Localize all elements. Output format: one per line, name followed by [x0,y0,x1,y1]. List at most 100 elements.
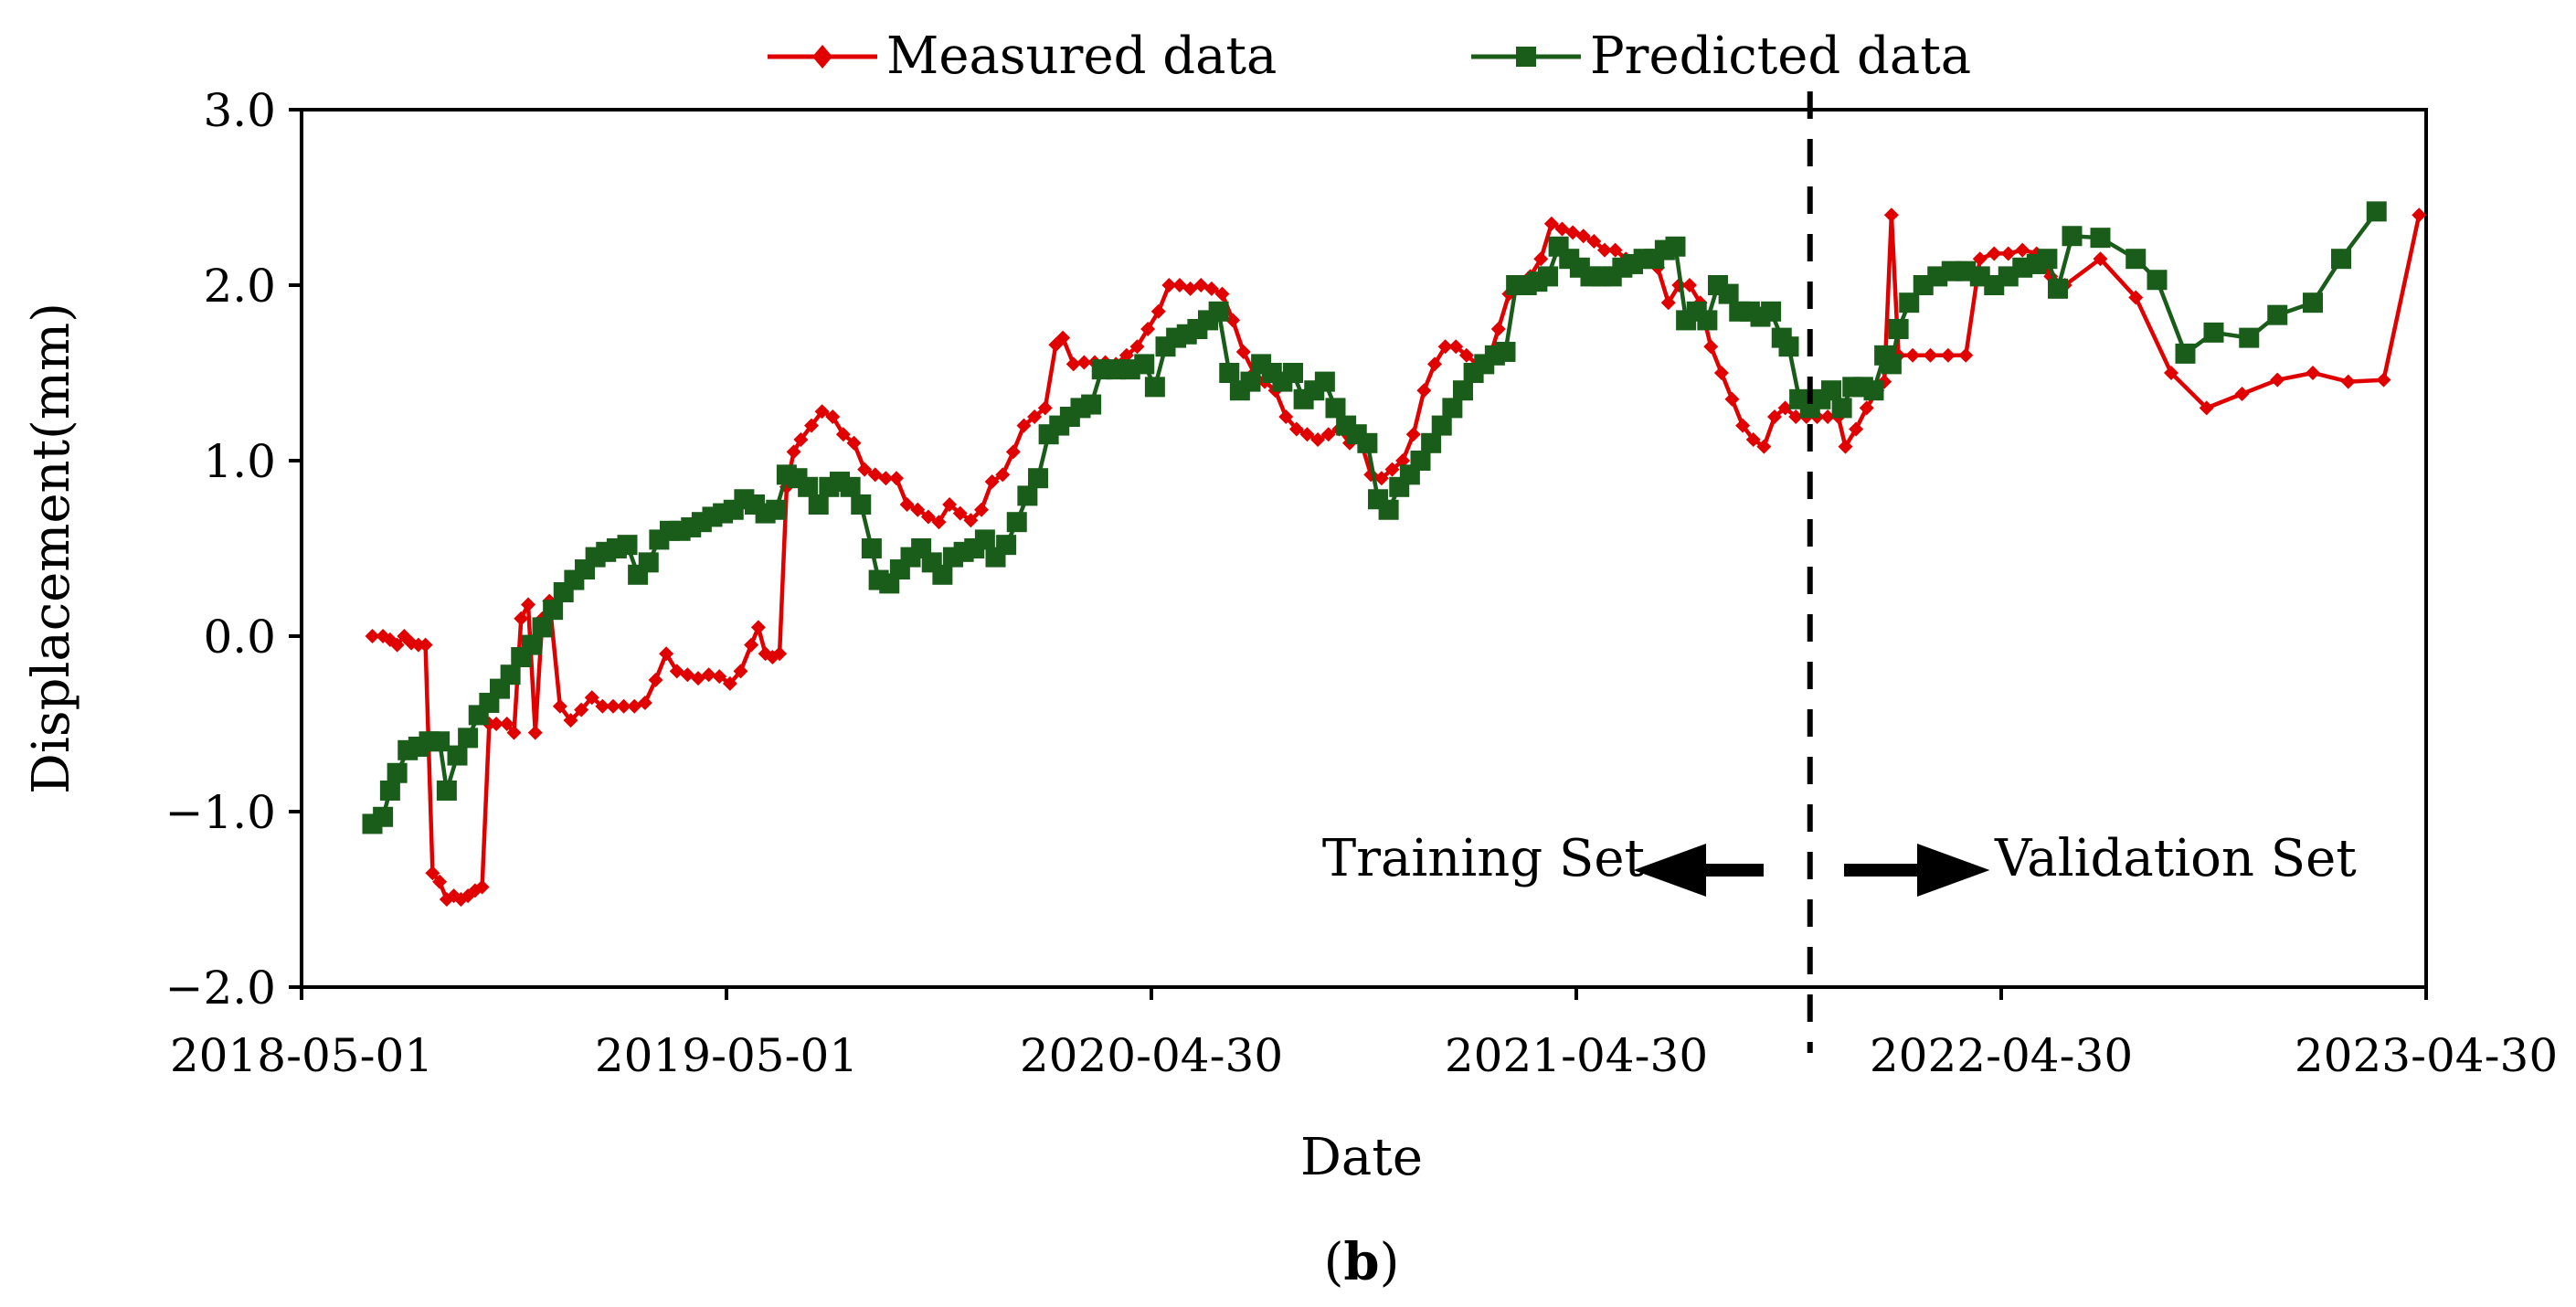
x-tick-label: 2023-04-30 [2295,1029,2558,1082]
data-point-predicted [1495,341,1516,362]
data-point-predicted [1006,512,1027,533]
legend-item-predicted: Predicted data [1471,27,1971,86]
data-point-measured [563,713,578,728]
data-point-measured [2164,366,2178,380]
y-tick-label: 1.0 [203,435,276,488]
data-point-measured [1958,347,1974,363]
data-point-predicted [2175,343,2196,364]
data-point-measured [1905,347,1921,363]
y-tick-label: 3.0 [203,84,276,137]
data-point-predicted [851,494,872,515]
data-point-predicted [1134,354,1155,375]
data-point-predicted [2062,226,2083,247]
data-point-measured [1214,286,1230,302]
data-point-measured [1203,281,1219,296]
data-point-measured [584,690,599,706]
data-point-measured [2093,251,2108,267]
x-tick-label: 2022-04-30 [1870,1029,2133,1082]
data-point-predicted [1144,377,1165,398]
data-point-measured [1416,383,1432,398]
data-point-predicted [617,535,638,556]
x-tick-label: 2020-04-30 [1020,1029,1283,1082]
data-point-predicted [1863,380,1884,401]
data-point-predicted [2267,304,2288,325]
data-point-measured [1923,347,1938,363]
data-point-predicted [1283,363,1303,383]
data-point-predicted [447,745,468,766]
data-point-measured [1027,409,1043,424]
data-point-predicted [974,529,995,550]
data-point-predicted [1314,371,1335,392]
data-point-measured [846,435,862,451]
data-point-measured [984,474,1000,490]
data-point-measured [1405,427,1421,442]
data-point-predicted [1208,301,1229,322]
data-point-measured [432,874,448,889]
data-point-predicted [1081,394,1102,415]
data-point-predicted [1442,398,1463,419]
data-point-predicted [996,535,1017,556]
data-point-predicted [458,728,479,749]
data-point-measured [606,698,620,714]
data-point-predicted [500,664,521,685]
data-point-measured [1448,339,1464,355]
training-set-label: Training Set [1322,829,1646,888]
data-point-measured [499,717,514,731]
x-tick-label: 2018-05-01 [170,1029,433,1082]
data-point-measured [574,702,589,717]
data-point-measured [1373,471,1389,486]
data-point-predicted [1240,371,1261,392]
data-point-measured [1129,339,1145,355]
data-point-predicted [1017,485,1038,506]
data-point-measured [952,505,968,521]
data-point-predicted [387,762,408,783]
x-axis-title: Date [1300,1128,1423,1187]
data-point-measured [910,502,926,517]
data-point-measured [786,444,801,460]
data-point-measured [1682,278,1697,292]
data-point-measured [2000,246,2016,261]
legend-label-measured: Measured data [886,27,1277,86]
plot-frame [300,108,2428,989]
data-point-measured [425,866,440,881]
data-point-measured [552,698,567,714]
validation-arrow-icon [1844,843,1990,898]
data-point-predicted [861,538,882,558]
data-point-measured [2270,372,2285,388]
data-point-predicted [2090,228,2111,249]
y-tick-label: 0.0 [203,611,276,664]
data-point-measured [1118,347,1134,363]
data-point-measured [1777,400,1793,416]
data-point-measured [1065,356,1081,372]
data-point-measured [1940,347,1956,363]
data-point-measured [365,629,380,643]
data-point-measured [889,471,904,486]
data-point-measured [514,611,529,626]
data-point-predicted [1831,398,1852,419]
data-point-measured [1586,234,1602,249]
data-point-measured [1490,322,1506,336]
data-point-measured [1820,409,1836,424]
data-point-measured [857,462,873,477]
data-point-measured [1235,344,1251,359]
data-point-measured [701,667,716,683]
data-point-predicted [1357,432,1378,453]
data-point-measured [1838,439,1853,454]
data-point-measured [2306,366,2320,380]
data-point-measured [2199,400,2214,416]
data-point-predicted [1778,336,1799,357]
series-line-measured [372,212,2422,902]
data-point-measured [2376,372,2391,388]
data-point-measured [835,427,851,442]
data-point-measured [1543,216,1559,231]
x-tick-label: 2019-05-01 [595,1029,858,1082]
data-point-predicted [1761,301,1782,322]
y-tick-label: −2.0 [165,962,276,1015]
data-point-predicted [2203,322,2224,343]
data-point-predicted [2366,201,2387,222]
data-point-predicted [1888,319,1909,339]
data-point-measured [659,646,674,662]
data-point-measured [878,471,894,486]
data-point-predicted [436,780,457,801]
